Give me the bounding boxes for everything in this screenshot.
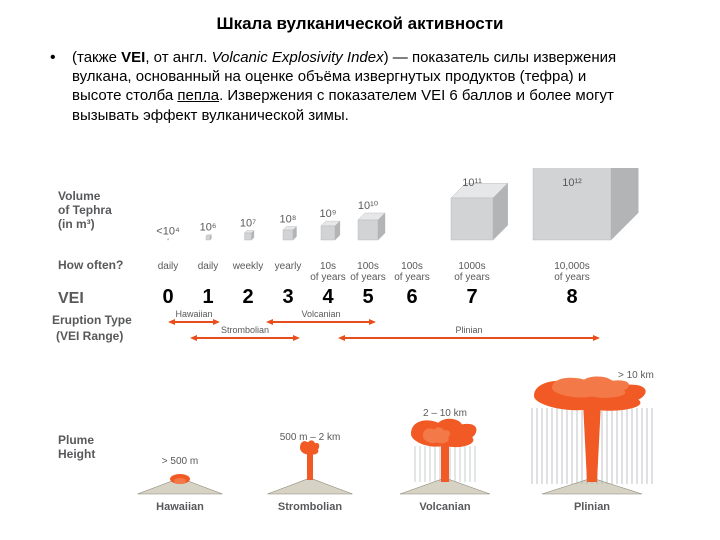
svg-text:VEI: VEI — [58, 290, 84, 307]
svg-text:10s: 10s — [320, 261, 336, 272]
svg-text:of years: of years — [350, 272, 386, 283]
svg-text:8: 8 — [566, 286, 577, 308]
svg-text:Strombolian: Strombolian — [221, 325, 269, 335]
svg-text:0: 0 — [162, 286, 173, 308]
svg-text:100s: 100s — [357, 261, 379, 272]
text-post-abbrev: , от англ. — [145, 49, 211, 66]
svg-text:10⁹: 10⁹ — [320, 208, 337, 220]
svg-text:of years: of years — [554, 272, 590, 283]
svg-text:Hawaiian: Hawaiian — [156, 501, 204, 513]
svg-text:yearly: yearly — [275, 261, 302, 272]
definition-text: (также VEI, от англ. Volcanic Explosivit… — [72, 48, 632, 125]
svg-text:6: 6 — [406, 286, 417, 308]
svg-text:10¹¹: 10¹¹ — [462, 177, 482, 189]
svg-text:of Tephra: of Tephra — [58, 203, 112, 217]
svg-text:Volcanian: Volcanian — [419, 501, 470, 513]
svg-text:4: 4 — [322, 286, 334, 308]
svg-text:daily: daily — [198, 261, 219, 272]
svg-text:100s: 100s — [401, 261, 423, 272]
svg-text:Plinian: Plinian — [455, 325, 482, 335]
svg-text:(VEI Range): (VEI Range) — [56, 329, 123, 343]
svg-text:500 m – 2 km: 500 m – 2 km — [280, 432, 341, 443]
svg-text:2 – 10 km: 2 – 10 km — [423, 408, 467, 419]
svg-text:> 500 m: > 500 m — [162, 456, 198, 467]
svg-text:7: 7 — [466, 286, 477, 308]
svg-text:(in m³): (in m³) — [58, 217, 95, 231]
svg-text:10⁸: 10⁸ — [280, 214, 297, 226]
svg-text:10⁷: 10⁷ — [240, 218, 256, 230]
svg-text:10,000s: 10,000s — [554, 261, 590, 272]
svg-text:Hawaiian: Hawaiian — [175, 309, 212, 319]
svg-text:of years: of years — [394, 272, 430, 283]
svg-text:10¹⁰: 10¹⁰ — [358, 200, 379, 212]
vei-diagram: Volumeof Tephra(in m³) How often? VEI Erupt… — [40, 168, 700, 528]
svg-text:How often?: How often? — [58, 258, 123, 272]
svg-text:10¹²: 10¹² — [562, 177, 582, 189]
svg-text:Plume: Plume — [58, 433, 94, 447]
svg-text:1000s: 1000s — [458, 261, 485, 272]
svg-text:Volume: Volume — [58, 189, 101, 203]
svg-text:> 10 km: > 10 km — [618, 370, 654, 381]
svg-text:10⁶: 10⁶ — [200, 222, 217, 234]
svg-text:daily: daily — [158, 261, 179, 272]
svg-text:weekly: weekly — [232, 261, 264, 272]
svg-text:2: 2 — [242, 286, 253, 308]
link-ash[interactable]: пепла — [177, 87, 219, 104]
svg-text:Height: Height — [58, 447, 95, 461]
svg-text:5: 5 — [362, 286, 373, 308]
text-abbrev: VEI — [121, 49, 145, 66]
svg-text:Eruption Type: Eruption Type — [52, 313, 132, 327]
svg-text:1: 1 — [202, 286, 213, 308]
svg-text:<10⁴: <10⁴ — [156, 226, 180, 238]
page-title: Шкала вулканической активности — [0, 14, 720, 34]
svg-text:Plinian: Plinian — [574, 501, 610, 513]
svg-text:Volcanian: Volcanian — [301, 309, 340, 319]
svg-text:3: 3 — [282, 286, 293, 308]
vei-diagram-svg: Volumeof Tephra(in m³) How often? VEI Erupt… — [40, 168, 700, 528]
text-pre: (также — [72, 49, 121, 66]
text-english: Volcanic Explosivity Index — [212, 49, 384, 66]
svg-text:Strombolian: Strombolian — [278, 501, 342, 513]
svg-text:of years: of years — [454, 272, 490, 283]
svg-text:of years: of years — [310, 272, 346, 283]
